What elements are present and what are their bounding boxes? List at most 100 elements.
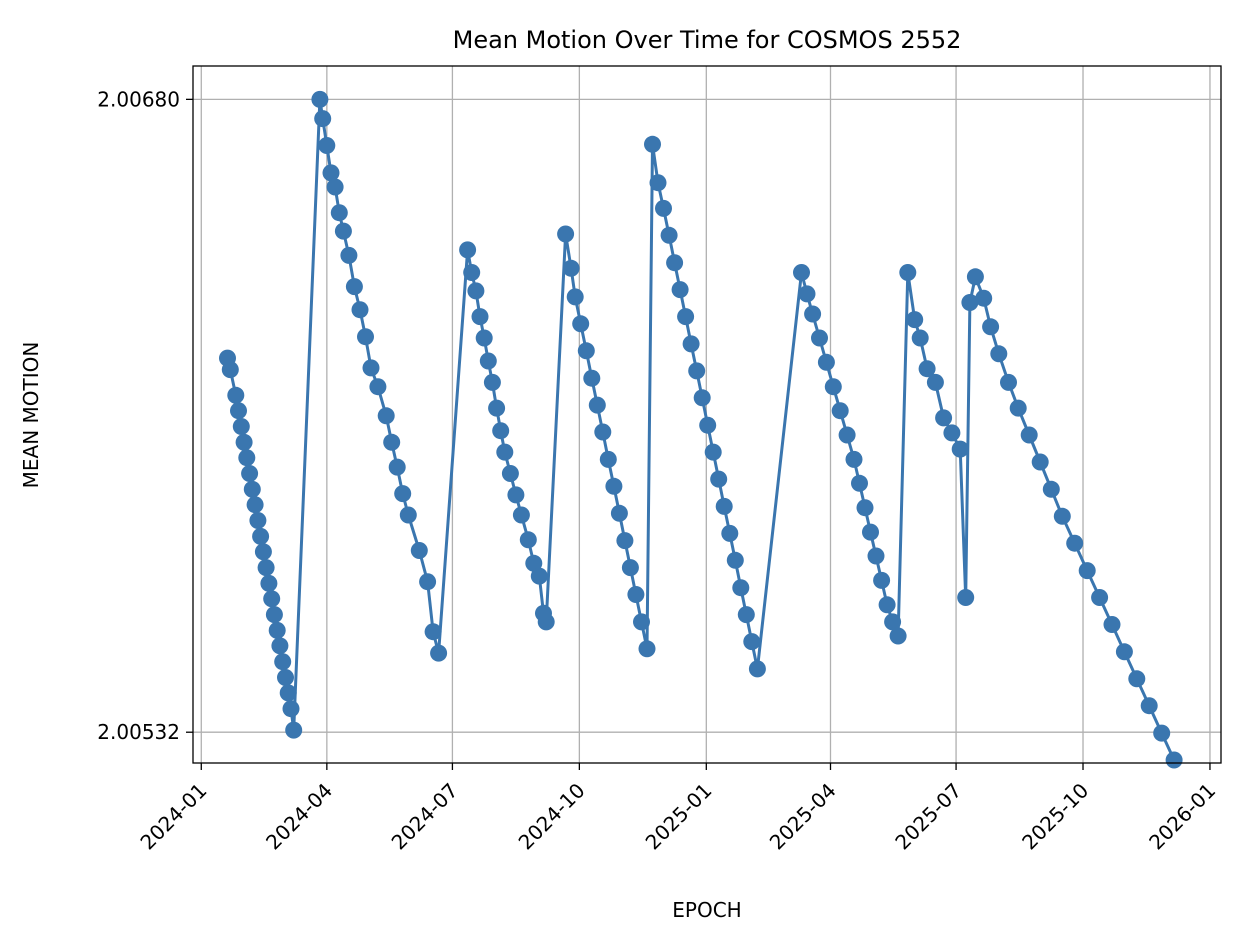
data-point	[817, 353, 835, 371]
data-point	[318, 137, 336, 154]
data-point	[483, 373, 501, 391]
data-point	[798, 285, 816, 303]
data-point	[737, 606, 755, 624]
data-point	[383, 433, 401, 451]
data-point	[721, 524, 739, 542]
data-point	[252, 527, 270, 545]
data-point	[268, 621, 286, 639]
data-point	[583, 369, 601, 387]
data-point	[599, 450, 617, 468]
data-point	[732, 579, 750, 597]
data-point	[748, 660, 766, 678]
y-tick-label: 2.00532	[97, 720, 180, 744]
data-point	[610, 504, 628, 522]
data-point	[616, 532, 634, 550]
plot-area-frame	[192, 65, 1222, 764]
data-point	[314, 110, 332, 128]
data-point	[566, 288, 584, 306]
data-point	[804, 305, 822, 323]
data-point	[851, 474, 868, 492]
y-axis-label: MEAN MOTION	[19, 342, 43, 489]
data-point	[330, 204, 348, 222]
data-point	[507, 486, 525, 504]
data-point	[530, 567, 548, 585]
data-point	[241, 465, 259, 482]
data-point	[1091, 589, 1109, 606]
data-point	[577, 342, 595, 360]
data-point	[899, 264, 917, 281]
data-point	[926, 373, 944, 391]
data-point	[254, 543, 272, 561]
data-point	[326, 178, 344, 196]
data-point	[475, 329, 493, 347]
data-point	[644, 135, 661, 153]
data-point	[430, 644, 448, 662]
data-point	[935, 409, 953, 427]
data-point	[793, 264, 810, 281]
data-point	[649, 174, 667, 192]
data-point	[1031, 453, 1049, 471]
series-mean-motion	[219, 90, 1183, 769]
data-point	[1066, 534, 1084, 552]
data-point	[811, 329, 828, 347]
data-point	[889, 627, 907, 645]
data-point	[279, 684, 297, 702]
data-point	[311, 90, 329, 108]
data-point	[878, 596, 896, 614]
data-point	[263, 590, 281, 608]
data-point	[743, 633, 761, 651]
data-point	[512, 506, 530, 524]
data-point	[824, 378, 842, 396]
data-point	[605, 477, 623, 495]
data-point	[257, 559, 275, 577]
data-point	[588, 396, 606, 414]
data-point	[627, 586, 645, 603]
data-point	[467, 282, 485, 300]
data-point	[471, 308, 489, 326]
data-point	[862, 523, 879, 541]
data-point	[693, 389, 711, 407]
data-point	[990, 345, 1008, 363]
data-point	[274, 653, 292, 671]
data-point	[246, 496, 264, 514]
data-point	[671, 281, 689, 299]
x-axis-label: EPOCH	[672, 898, 741, 922]
data-point	[975, 289, 993, 307]
data-point	[351, 301, 369, 319]
data-point	[918, 360, 936, 378]
data-point	[660, 226, 678, 244]
data-point	[856, 499, 874, 517]
data-point	[1153, 724, 1171, 742]
grid	[193, 66, 1221, 763]
data-point	[501, 465, 519, 482]
data-point	[282, 700, 300, 718]
data-point	[388, 458, 406, 476]
data-point	[419, 573, 437, 591]
data-point	[1128, 670, 1146, 688]
data-point	[715, 497, 733, 515]
data-point	[410, 542, 428, 559]
data-point	[966, 268, 984, 286]
data-point	[1103, 616, 1121, 633]
data-point	[666, 254, 684, 272]
data-point	[334, 222, 352, 240]
data-point	[726, 551, 744, 569]
data-point	[982, 318, 1000, 336]
data-point	[519, 531, 537, 549]
data-point	[906, 311, 924, 329]
data-point	[557, 225, 575, 243]
data-point	[345, 278, 363, 296]
data-point	[1165, 751, 1183, 769]
data-point	[463, 264, 481, 281]
data-point	[260, 574, 278, 592]
data-point	[621, 559, 639, 577]
data-point	[831, 402, 849, 420]
data-point	[867, 547, 885, 565]
data-point	[369, 378, 387, 396]
data-point	[238, 449, 256, 467]
data-point	[943, 424, 961, 442]
data-point	[243, 480, 261, 498]
data-point	[873, 571, 891, 589]
data-point	[1115, 643, 1133, 661]
data-point	[459, 241, 477, 259]
